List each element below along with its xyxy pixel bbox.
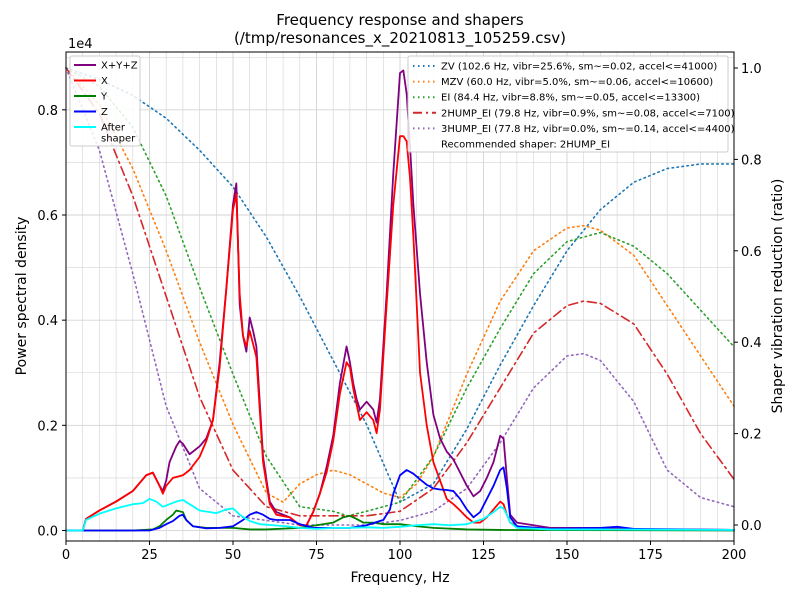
x-tick-label: 50	[225, 548, 242, 563]
y-right-tick-label: 0.2	[741, 428, 762, 443]
legend-label: 2HUMP_EI (79.8 Hz, vibr=0.9%, sm~=0.08, …	[441, 108, 735, 119]
shaper-line-ei	[65, 67, 735, 517]
y-right-tick-label: 0.8	[741, 153, 762, 168]
x-tick-label: 200	[722, 548, 747, 563]
y-left-tick-label: 0.8	[37, 104, 58, 119]
psd-line-y	[65, 509, 735, 532]
shaper-legend-box	[407, 55, 729, 153]
x-tick-label: 25	[141, 548, 158, 563]
x-tick-label: 100	[388, 548, 413, 563]
psd-line-x	[65, 135, 735, 532]
psd-line-z	[65, 466, 735, 532]
y-right-tick-label: 0.0	[741, 519, 762, 534]
legend-label: shaper	[101, 134, 136, 145]
shaper-lines	[65, 67, 735, 526]
legend-label: 3HUMP_EI (77.8 Hz, vibr=0.0%, sm~=0.14, …	[441, 124, 735, 135]
legend-label: ZV (102.6 Hz, vibr=25.6%, sm~=0.02, acce…	[441, 62, 717, 73]
legend-label: MZV (60.0 Hz, vibr=5.0%, sm~=0.06, accel…	[441, 77, 713, 88]
legend-label: Y	[100, 92, 108, 103]
y-left-tick-label: 0.6	[37, 209, 58, 224]
shaper-line-3hump-ei	[65, 67, 735, 526]
psd-line-after-shaper	[65, 498, 735, 532]
axis-ticks: 0 25 50 75 100 125 150 175 200 0.0 0.2 0.4 0.6 0.8 0.0…	[37, 62, 761, 563]
chart-title-line2: (/tmp/resonances_x_20210813_105259.csv)	[234, 29, 566, 48]
psd-legend-box	[69, 55, 141, 147]
y-left-tick-label: 0.2	[37, 419, 58, 434]
legend-label: EI (84.4 Hz, vibr=8.8%, sm~=0.05, accel<…	[441, 93, 700, 104]
x-tick-label: 125	[471, 548, 496, 563]
x-tick-label: 150	[555, 548, 580, 563]
shaper-line-2hump-ei	[65, 67, 735, 517]
legend-label: Z	[101, 107, 108, 118]
y-right-tick-label: 1.0	[741, 62, 762, 77]
y-left-tick-label: 0.0	[37, 524, 58, 539]
x-tick-label: 175	[638, 548, 663, 563]
recommended-shaper-text: Recommended shaper: 2HUMP_EI	[441, 140, 610, 151]
y-right-axis-title: Shaper vibration reduction (ratio)	[770, 179, 786, 414]
legend-label: X	[101, 76, 108, 87]
psd-lines	[65, 69, 735, 532]
shaper-legend: ZV (102.6 Hz, vibr=25.6%, sm~=0.02, acce…	[407, 55, 735, 153]
x-tick-label: 75	[308, 548, 325, 563]
chart-title-line1: Frequency response and shapers	[276, 11, 524, 29]
x-tick-label: 0	[62, 548, 70, 563]
y-right-tick-label: 0.4	[741, 336, 762, 351]
y-right-tick-label: 0.6	[741, 245, 762, 260]
y-left-tick-label: 0.4	[37, 314, 58, 329]
legend-label: After	[101, 123, 126, 134]
legend-label: X+Y+Z	[101, 61, 138, 72]
x-axis-title: Frequency, Hz	[350, 570, 449, 586]
y-left-axis-title: Power spectral density	[14, 217, 30, 376]
y-left-scale-label: 1e4	[68, 37, 93, 52]
